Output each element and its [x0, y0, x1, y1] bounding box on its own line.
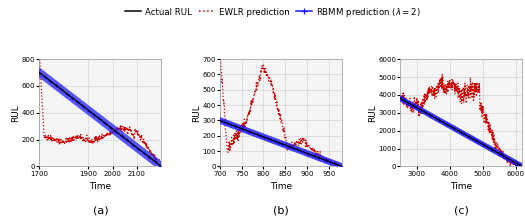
- Y-axis label: RUL: RUL: [192, 104, 201, 122]
- Y-axis label: RUL: RUL: [12, 104, 20, 122]
- Text: (a): (a): [92, 205, 108, 215]
- Text: (b): (b): [273, 205, 289, 215]
- Legend: Actual RUL, EWLR prediction, RBMM prediction ($\lambda = 2$): Actual RUL, EWLR prediction, RBMM predic…: [122, 2, 424, 22]
- Y-axis label: RUL: RUL: [368, 104, 377, 122]
- X-axis label: Time: Time: [450, 182, 472, 191]
- X-axis label: Time: Time: [270, 182, 292, 191]
- Text: (c): (c): [454, 205, 469, 215]
- X-axis label: Time: Time: [89, 182, 111, 191]
